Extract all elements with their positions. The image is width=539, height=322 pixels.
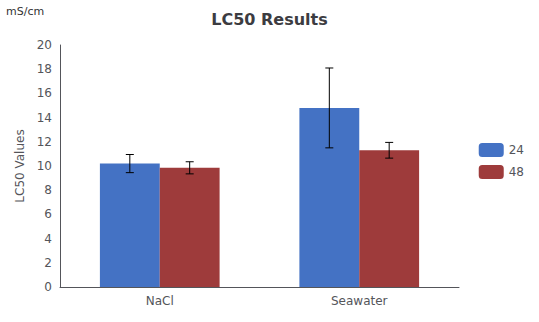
svg-text:mS/cm: mS/cm [6,5,44,18]
svg-text:LC50 Values: LC50 Values [13,129,27,202]
svg-text:12: 12 [37,135,52,149]
svg-text:14: 14 [37,111,52,125]
svg-text:20: 20 [37,38,52,52]
svg-text:10: 10 [37,159,52,173]
svg-text:16: 16 [37,86,52,100]
svg-text:48: 48 [509,165,524,179]
svg-text:8: 8 [44,183,52,197]
svg-text:24: 24 [509,143,524,157]
svg-text:LC50 Results: LC50 Results [211,10,328,29]
svg-text:0: 0 [44,280,52,294]
svg-text:Seawater: Seawater [331,294,388,308]
svg-text:2: 2 [44,256,52,270]
svg-text:NaCl: NaCl [146,294,174,308]
svg-text:4: 4 [44,232,52,246]
svg-text:6: 6 [44,207,52,221]
svg-text:18: 18 [37,62,52,76]
